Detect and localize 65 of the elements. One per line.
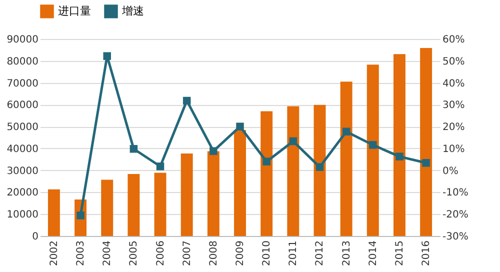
bar bbox=[128, 174, 140, 236]
x-tick-label: 2003 bbox=[76, 240, 87, 266]
bar bbox=[180, 153, 193, 236]
point bbox=[396, 152, 404, 160]
y2-tick-label: -30% bbox=[442, 232, 468, 242]
point bbox=[210, 147, 218, 155]
x-tick-label: 2013 bbox=[341, 240, 352, 266]
point bbox=[156, 162, 164, 170]
x-tick-label: 2010 bbox=[262, 240, 273, 266]
x-tick-label: 2004 bbox=[102, 240, 114, 266]
x-tick-label: 2011 bbox=[288, 240, 300, 266]
x-tick-label: 2007 bbox=[182, 240, 193, 266]
y-tick-label: 80000 bbox=[6, 56, 38, 68]
x-tick-label: 2008 bbox=[208, 240, 220, 266]
point bbox=[103, 52, 111, 60]
legend-label: 增速 bbox=[121, 4, 144, 18]
point bbox=[262, 158, 270, 166]
y2-tick-label: 20% bbox=[442, 122, 465, 134]
y-tick-label: 60000 bbox=[6, 100, 38, 112]
y2-tick-label: 60% bbox=[442, 34, 465, 46]
y-tick-label: 30000 bbox=[6, 166, 38, 177]
point bbox=[130, 145, 138, 153]
bar bbox=[366, 64, 379, 236]
y-tick-label: 20000 bbox=[6, 188, 38, 199]
x-tick-label: 2002 bbox=[48, 240, 60, 266]
y-tick-label: 50000 bbox=[6, 122, 38, 134]
bar bbox=[234, 130, 246, 236]
y2-tick-label: 40% bbox=[442, 78, 465, 90]
point bbox=[369, 141, 377, 149]
y-tick-label: 40000 bbox=[6, 144, 38, 155]
y2-tick-label: -10% bbox=[442, 188, 468, 199]
bar bbox=[340, 82, 352, 236]
bar bbox=[154, 172, 166, 236]
legend-label: 进口量 bbox=[58, 4, 91, 18]
bar bbox=[101, 180, 114, 236]
point bbox=[342, 128, 350, 136]
y-tick-label: 10000 bbox=[6, 210, 38, 221]
point bbox=[182, 96, 191, 105]
y-tick-label: 0 bbox=[32, 232, 38, 242]
x-tick-label: 2006 bbox=[155, 240, 166, 266]
bar bbox=[207, 151, 220, 236]
x-tick-label: 2012 bbox=[314, 240, 326, 266]
point bbox=[76, 212, 84, 220]
x-tick-label: 2005 bbox=[128, 240, 140, 266]
point bbox=[236, 122, 244, 130]
y2-tick-label: -20% bbox=[442, 210, 468, 221]
x-tick-label: 2016 bbox=[421, 240, 432, 266]
y2-tick-label: 10% bbox=[442, 144, 465, 155]
bar bbox=[287, 106, 300, 236]
x-tick-label: 2015 bbox=[394, 240, 406, 266]
point bbox=[422, 159, 430, 167]
y-tick-label: 70000 bbox=[6, 78, 38, 90]
x-tick-label: 2009 bbox=[235, 240, 246, 266]
y-tick-label: 90000 bbox=[6, 34, 38, 46]
y2-tick-label: 50% bbox=[442, 56, 465, 68]
bar bbox=[393, 54, 406, 236]
y2-tick-label: 30% bbox=[442, 100, 465, 112]
bar bbox=[314, 104, 326, 236]
bar bbox=[420, 48, 432, 236]
point bbox=[316, 163, 324, 171]
x-tick-label: 2014 bbox=[368, 240, 379, 266]
point bbox=[289, 137, 298, 146]
bar bbox=[48, 189, 60, 236]
y2-tick-label: 0% bbox=[442, 166, 458, 177]
bar bbox=[260, 111, 273, 236]
